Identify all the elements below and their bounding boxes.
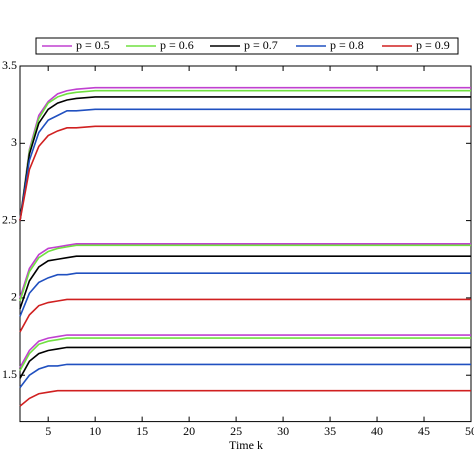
x-tick-label: 20 [183,424,195,438]
series-line [19,86,471,221]
series-line [19,298,471,333]
series-line [19,244,471,302]
series-line [19,243,471,299]
x-tick-label: 50 [465,424,474,438]
x-tick-label: 35 [324,424,336,438]
series-line [19,125,471,221]
x-tick-label: 15 [136,424,148,438]
legend-label: p = 0.8 [330,38,364,52]
x-tick-label: 5 [45,424,51,438]
series-line [19,334,471,368]
series-line [19,96,471,221]
x-tick-label: 25 [230,424,242,438]
legend-label: p = 0.7 [244,38,278,52]
legend-label: p = 0.6 [160,38,194,52]
series-line [19,389,471,407]
y-tick-label: 3 [11,135,17,149]
y-tick-label: 1.5 [2,367,17,381]
x-tick-label: 45 [418,424,430,438]
series-line [19,255,471,309]
y-tick-label: 3.5 [2,58,17,72]
x-tick-label: 40 [371,424,383,438]
x-axis-label: Time k [229,438,263,452]
series-line [19,337,471,371]
series-line [19,89,471,221]
y-tick-label: 2 [11,290,17,304]
legend-box [35,37,459,55]
series-line [19,108,471,221]
y-tick-label: 2.5 [2,212,17,226]
series-line [19,363,471,389]
x-tick-label: 10 [89,424,101,438]
legend-label: p = 0.9 [416,38,450,52]
series-line [19,346,471,379]
series-line [19,272,471,317]
legend-label: p = 0.5 [76,38,110,52]
x-tick-label: 30 [277,424,289,438]
